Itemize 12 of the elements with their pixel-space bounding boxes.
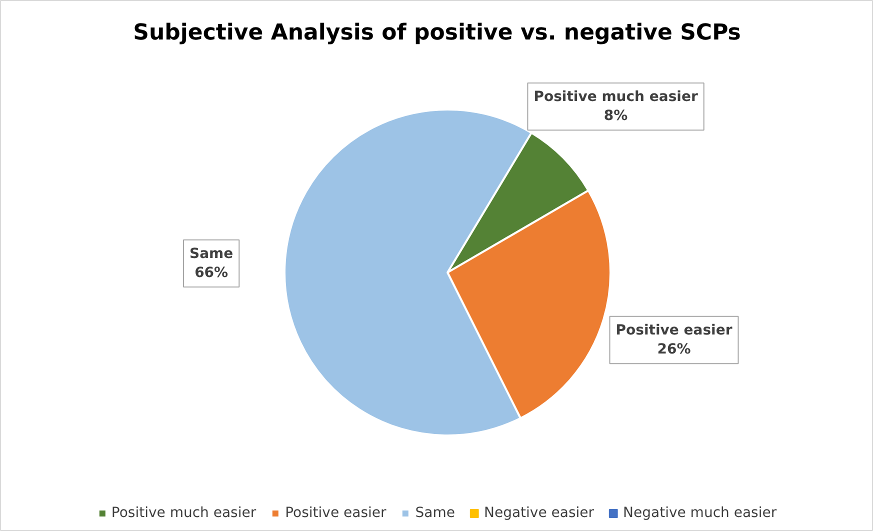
slice-label: Positive easier <box>616 322 732 338</box>
legend-label: Negative much easier <box>623 505 777 521</box>
data-label: 26% <box>657 342 691 358</box>
data-label: 8% <box>604 108 628 124</box>
slice-label: Positive much easier <box>534 88 698 105</box>
legend-label: Positive much easier <box>111 505 256 521</box>
data-label: 66% <box>194 265 228 282</box>
legend-label: Positive easier <box>285 505 386 521</box>
slice-label: Same <box>190 246 234 262</box>
legend-label: Negative easier <box>484 505 594 521</box>
chart-title: Subjective Analysis of positive vs. negative SCPs <box>133 20 741 46</box>
legend-label: Same <box>415 505 455 521</box>
